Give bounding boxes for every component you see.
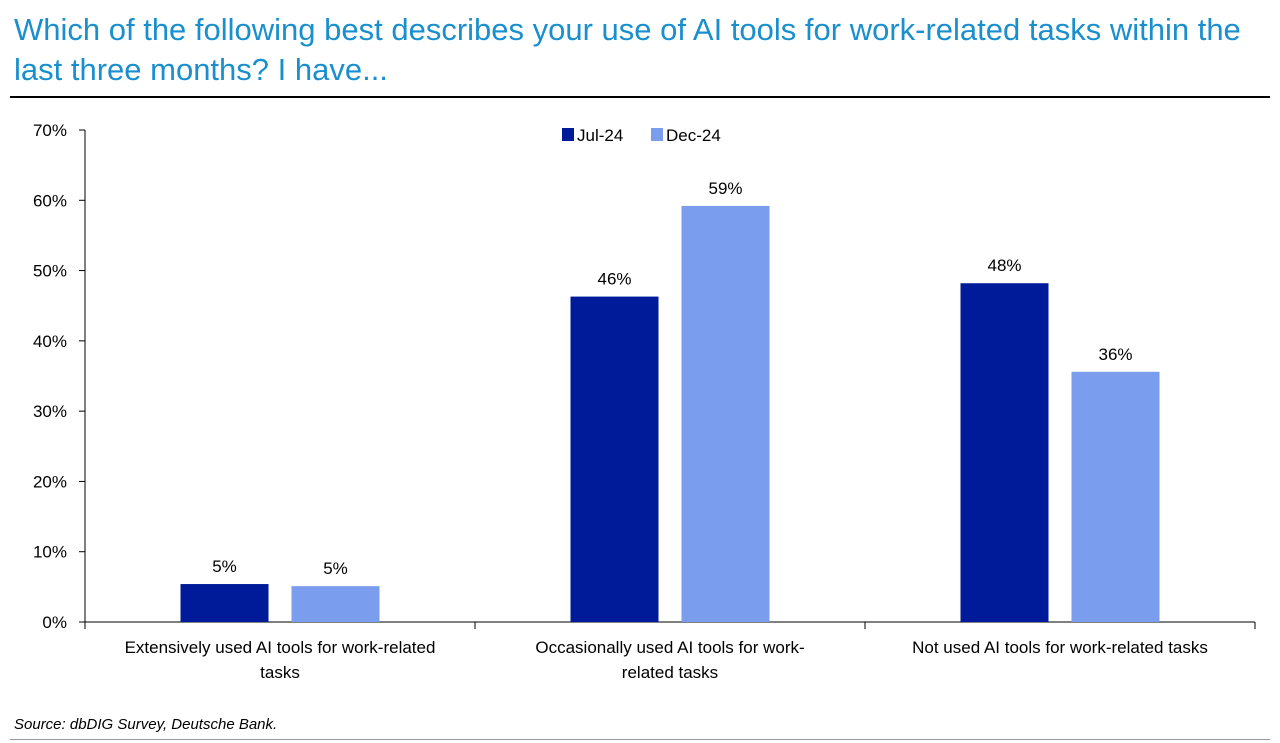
- y-tick-label: 20%: [33, 472, 67, 491]
- bar-value-label: 48%: [987, 256, 1021, 275]
- bar: [180, 584, 269, 622]
- y-axis: 0% 10% 20% 30% 40% 50% 60% 70%: [33, 121, 86, 632]
- chart-title: Which of the following best describes yo…: [14, 12, 1241, 87]
- y-tick-label: 40%: [33, 332, 67, 351]
- bar-value-label: 5%: [323, 559, 348, 578]
- legend-label: Dec-24: [666, 126, 721, 145]
- bars: 5% 46% 48% 5% 59% 36%: [180, 179, 1160, 622]
- y-tick-label: 0%: [42, 613, 67, 632]
- y-tick-label: 30%: [33, 402, 67, 421]
- legend-swatch: [651, 128, 663, 141]
- y-tick-label: 60%: [33, 191, 67, 210]
- bar-value-label: 59%: [708, 179, 742, 198]
- bar: [960, 283, 1049, 622]
- bar: [570, 296, 659, 622]
- bar-value-label: 5%: [212, 557, 237, 576]
- bar-chart: 0% 10% 20% 30% 40% 50% 60% 70% Extensively used…: [33, 121, 1256, 682]
- bar-value-label: 46%: [597, 270, 631, 289]
- x-category-label: Not used AI tools for work-related tasks: [912, 638, 1208, 657]
- source-note: Source: dbDIG Survey, Deutsche Bank.: [14, 716, 278, 733]
- y-tick-label: 10%: [33, 543, 67, 562]
- legend-swatch: [562, 128, 574, 141]
- x-category-label: Occasionally used AI tools for work-rela…: [535, 638, 804, 682]
- legend: Jul-24 Dec-24: [562, 126, 721, 145]
- y-tick-label: 70%: [33, 121, 67, 140]
- bottom-divider: [10, 739, 1270, 740]
- legend-label: Jul-24: [577, 126, 623, 145]
- bar-value-label: 36%: [1098, 345, 1132, 364]
- x-category-label: Extensively used AI tools for work-relat…: [125, 638, 436, 682]
- bar: [681, 205, 770, 622]
- title-divider: [10, 96, 1270, 98]
- y-tick-label: 50%: [33, 262, 67, 281]
- x-axis: Extensively used AI tools for work-relat…: [84, 621, 1256, 682]
- bar: [1071, 371, 1160, 622]
- bar: [291, 586, 380, 622]
